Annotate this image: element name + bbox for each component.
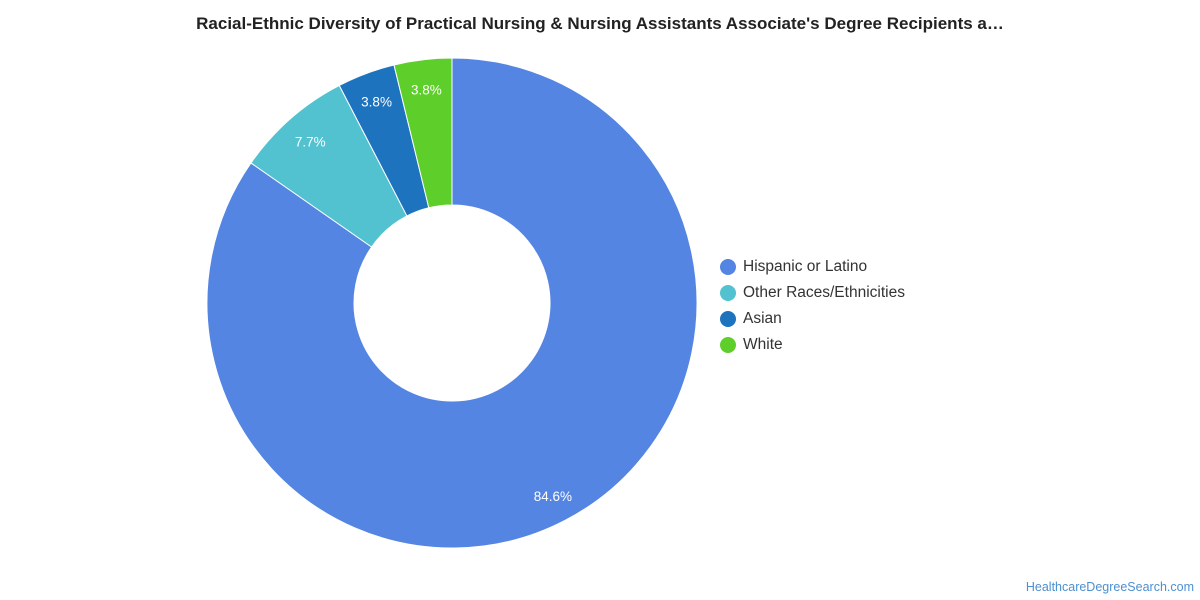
legend-label-other-races-ethnicities: Other Races/Ethnicities — [743, 284, 905, 301]
legend-swatch-white — [720, 337, 736, 353]
slice-white[interactable] — [393, 57, 453, 209]
slice-label-asian: 3.8% — [361, 95, 392, 110]
legend-label-hispanic-or-latino: Hispanic or Latino — [743, 258, 868, 275]
legend-item-asian[interactable]: Asian — [720, 306, 1000, 332]
legend-label-white: White — [743, 336, 783, 353]
legend-item-hispanic-or-latino[interactable]: Hispanic or Latino — [720, 254, 1000, 280]
chart-title: Racial-Ethnic Diversity of Practical Nur… — [196, 14, 1004, 33]
legend-item-other-races-ethnicities[interactable]: Other Races/Ethnicities — [720, 280, 1000, 306]
legend-swatch-hispanic-or-latino — [720, 259, 736, 275]
legend-swatch-other-races-ethnicities — [720, 285, 736, 301]
legend-swatch-asian — [720, 311, 736, 327]
slice-label-hispanic-or-latino: 84.6% — [534, 489, 572, 504]
legend-label-asian: Asian — [743, 310, 782, 327]
slice-label-white: 3.8% — [411, 83, 442, 98]
legend-item-white[interactable]: White — [720, 332, 1000, 358]
source-link[interactable]: HealthcareDegreeSearch.com — [1025, 580, 1194, 594]
slice-label-other-races-ethnicities: 7.7% — [295, 134, 326, 149]
slice-hispanic-or-latino[interactable] — [206, 57, 698, 549]
chart-legend: Hispanic or Latino Other Races/Ethnicitie… — [720, 254, 1000, 358]
